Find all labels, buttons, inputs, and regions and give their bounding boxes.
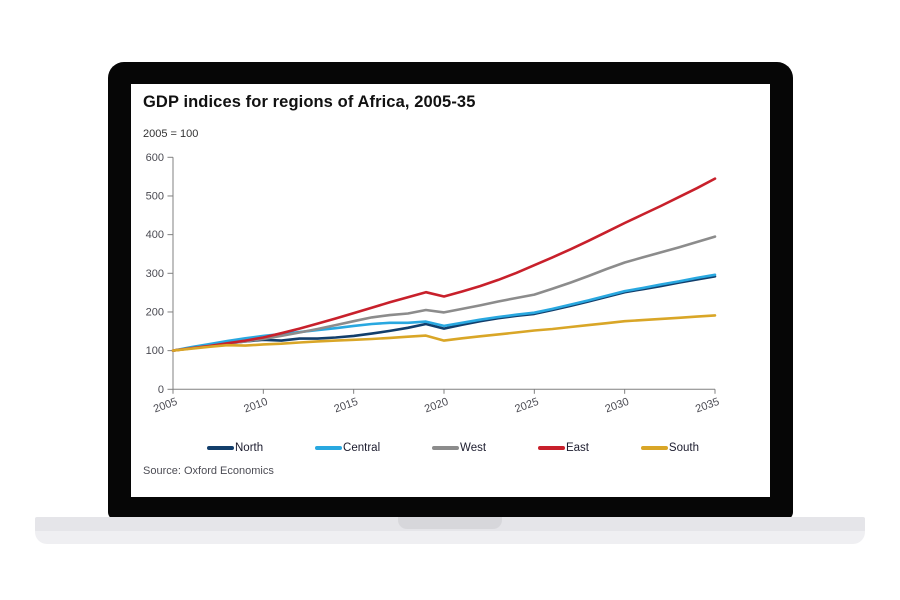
legend-item-central: Central [315,442,380,454]
line-east [171,177,717,352]
line-south [171,314,717,352]
x-tick-label: 2030 [604,396,631,416]
legend-item-east: East [537,442,589,454]
legend-swatch-east [537,445,565,451]
y-tick-label: 300 [146,268,164,280]
y-tick-label: 0 [158,384,164,396]
gdp-line-chart: 0 100 200 300 400 500 600 2005 2010 2015 2020 2025 2… [146,152,721,416]
chart-subtitle: 2005 = 100 [143,128,199,140]
laptop-base-lip [35,531,865,544]
laptop-screen-bezel: 0 100 200 300 400 500 600 2005 2010 2015 2020 2025 2… [108,62,793,520]
legend-item-west: West [432,442,486,454]
y-tick-label: 100 [146,345,164,357]
line-west [171,235,717,352]
x-tick-label: 2020 [423,396,450,416]
legend-label: West [460,442,487,454]
legend-item-north: North [207,442,263,454]
x-tick-label: 2005 [152,396,179,416]
legend-swatch-south [640,445,668,451]
chart-legend: North Central West East South [207,440,699,456]
x-tick-label: 2010 [242,396,269,416]
legend-swatch-central [315,445,343,451]
chart-source: Source: Oxford Economics [143,465,274,477]
legend-label: South [668,442,699,454]
y-tick-label: 400 [146,229,164,241]
x-tick-label: 2035 [694,396,721,416]
laptop-hinge-notch [398,517,502,529]
x-tick-label: 2015 [333,396,360,416]
legend-label: East [565,442,589,454]
legend-swatch-north [207,445,234,451]
legend-swatch-west [432,445,460,451]
legend-item-south: South [640,442,699,454]
legend-label: North [235,442,264,454]
y-tick-label: 200 [146,306,164,318]
line-central [171,273,717,352]
x-tick-label: 2025 [513,396,540,416]
chart-panel: 0 100 200 300 400 500 600 2005 2010 2015 2020 2025 2… [131,84,770,497]
y-tick-label: 600 [146,152,164,164]
legend-label: Central [343,442,381,454]
chart-title: GDP indices for regions of Africa, 2005-… [143,93,476,111]
y-tick-label: 500 [146,190,164,202]
